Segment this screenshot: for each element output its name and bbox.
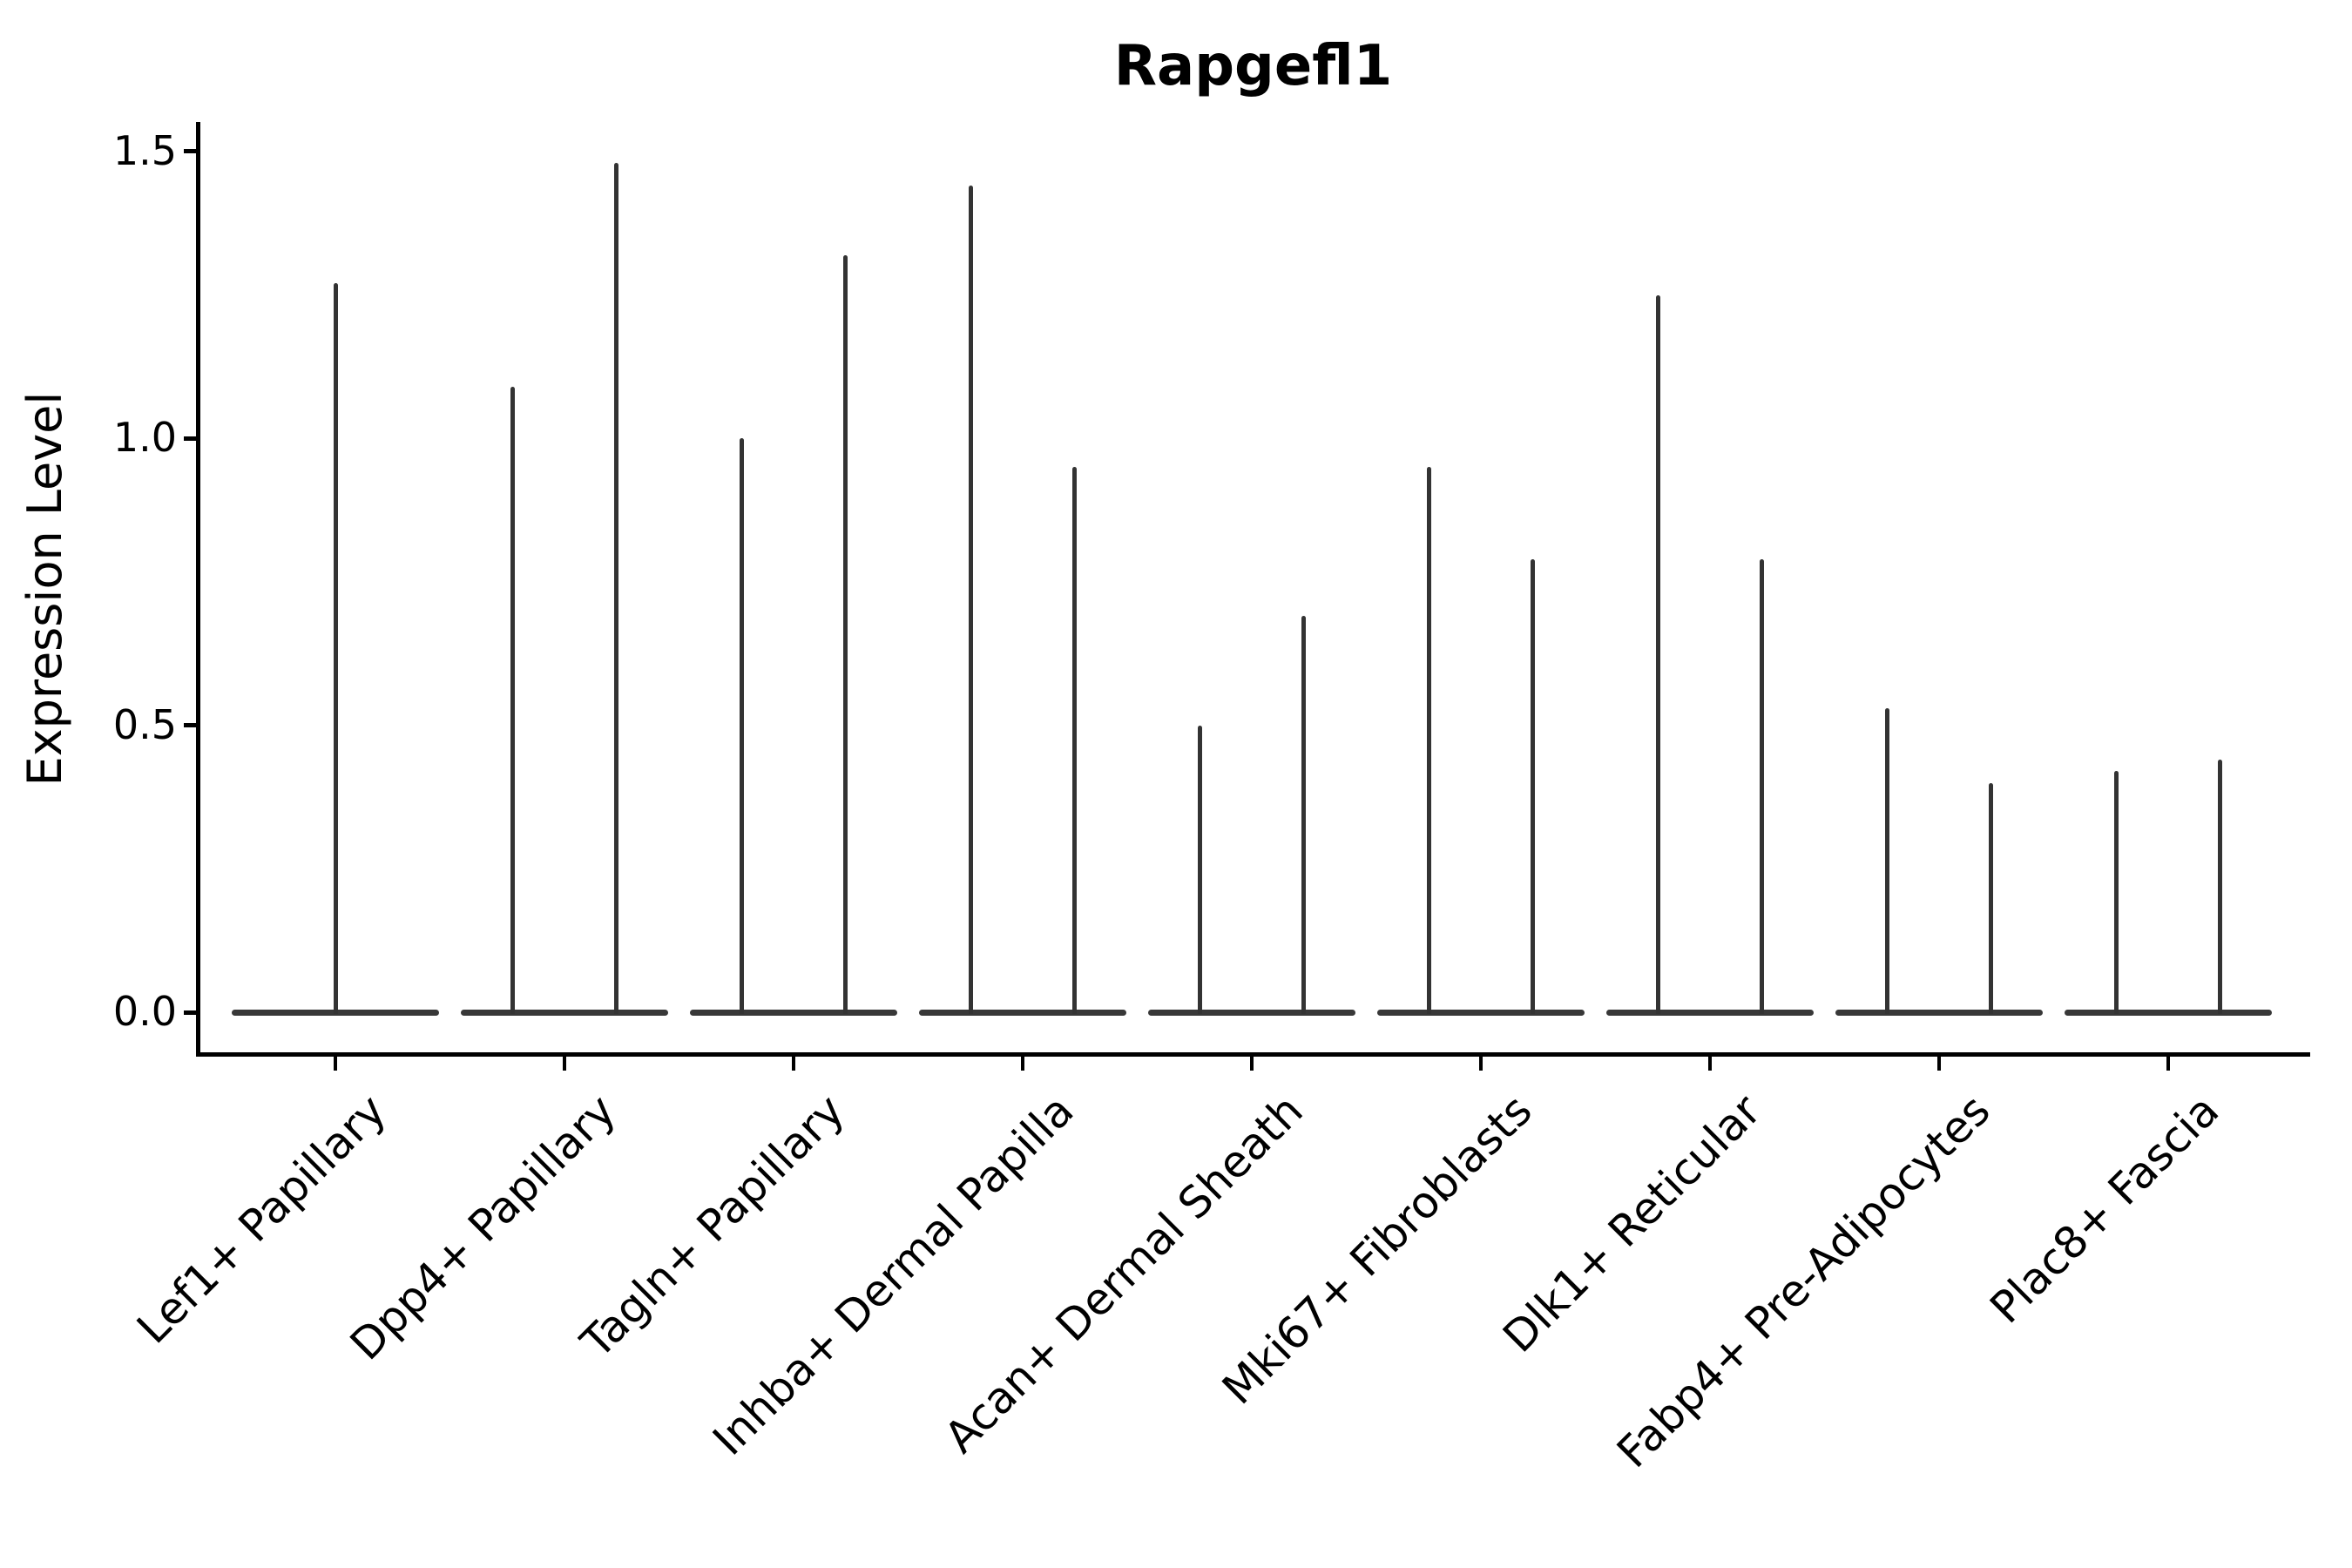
violin-spike	[1760, 558, 1764, 1014]
violin-spike	[1072, 467, 1077, 1014]
x-tick-mark	[563, 1057, 566, 1071]
violin-spike	[614, 163, 618, 1014]
y-tick-label: 0.0	[112, 988, 177, 1035]
y-tick-label: 0.5	[112, 700, 177, 748]
x-tick-mark	[334, 1057, 337, 1071]
x-axis-spine	[196, 1052, 2310, 1057]
violin-base	[690, 1010, 897, 1016]
x-tick-label: Lef1+ Papillary	[127, 1085, 396, 1354]
violin-spike	[1531, 558, 1535, 1014]
x-tick-mark	[1021, 1057, 1024, 1071]
violin-base	[1377, 1010, 1585, 1016]
x-tick-mark	[1250, 1057, 1254, 1071]
violin-base	[1148, 1010, 1355, 1016]
violin-spike	[969, 186, 973, 1014]
violin-spike	[2218, 760, 2222, 1014]
y-tick-mark	[184, 1010, 196, 1015]
y-tick-mark	[184, 149, 196, 154]
violin-base	[1606, 1010, 1814, 1016]
violin-spike	[333, 283, 338, 1014]
x-tick-mark	[1708, 1057, 1712, 1071]
x-tick-label: Plac8+ Fascia	[1980, 1085, 2229, 1334]
violin-spike	[1885, 707, 1889, 1014]
violin-spike	[1656, 294, 1660, 1014]
violin-base	[1835, 1010, 2043, 1016]
y-tick-label: 1.0	[112, 414, 177, 462]
violin-spike	[740, 438, 744, 1014]
violin-spike	[510, 387, 515, 1014]
y-tick-label: 1.5	[112, 126, 177, 174]
violin-spike	[1198, 725, 1202, 1014]
x-tick-mark	[792, 1057, 795, 1071]
x-tick-mark	[2166, 1057, 2170, 1071]
violin-spike	[1427, 467, 1431, 1014]
y-tick-mark	[184, 436, 196, 441]
violin-spike	[1989, 782, 1993, 1014]
violin-spike	[843, 254, 848, 1014]
x-tick-label: Fabp4+ Pre-Adipocytes	[1607, 1085, 2000, 1478]
violin-base	[461, 1010, 668, 1016]
y-axis-spine	[196, 122, 200, 1057]
y-tick-mark	[184, 723, 196, 728]
violin-base	[919, 1010, 1126, 1016]
violin-spike	[2114, 771, 2119, 1014]
chart-title: Rapgefl1	[1113, 34, 1393, 98]
violin-base	[2065, 1010, 2272, 1016]
x-tick-mark	[1937, 1057, 1941, 1071]
x-tick-mark	[1479, 1057, 1483, 1071]
violin-spike	[1301, 616, 1306, 1014]
